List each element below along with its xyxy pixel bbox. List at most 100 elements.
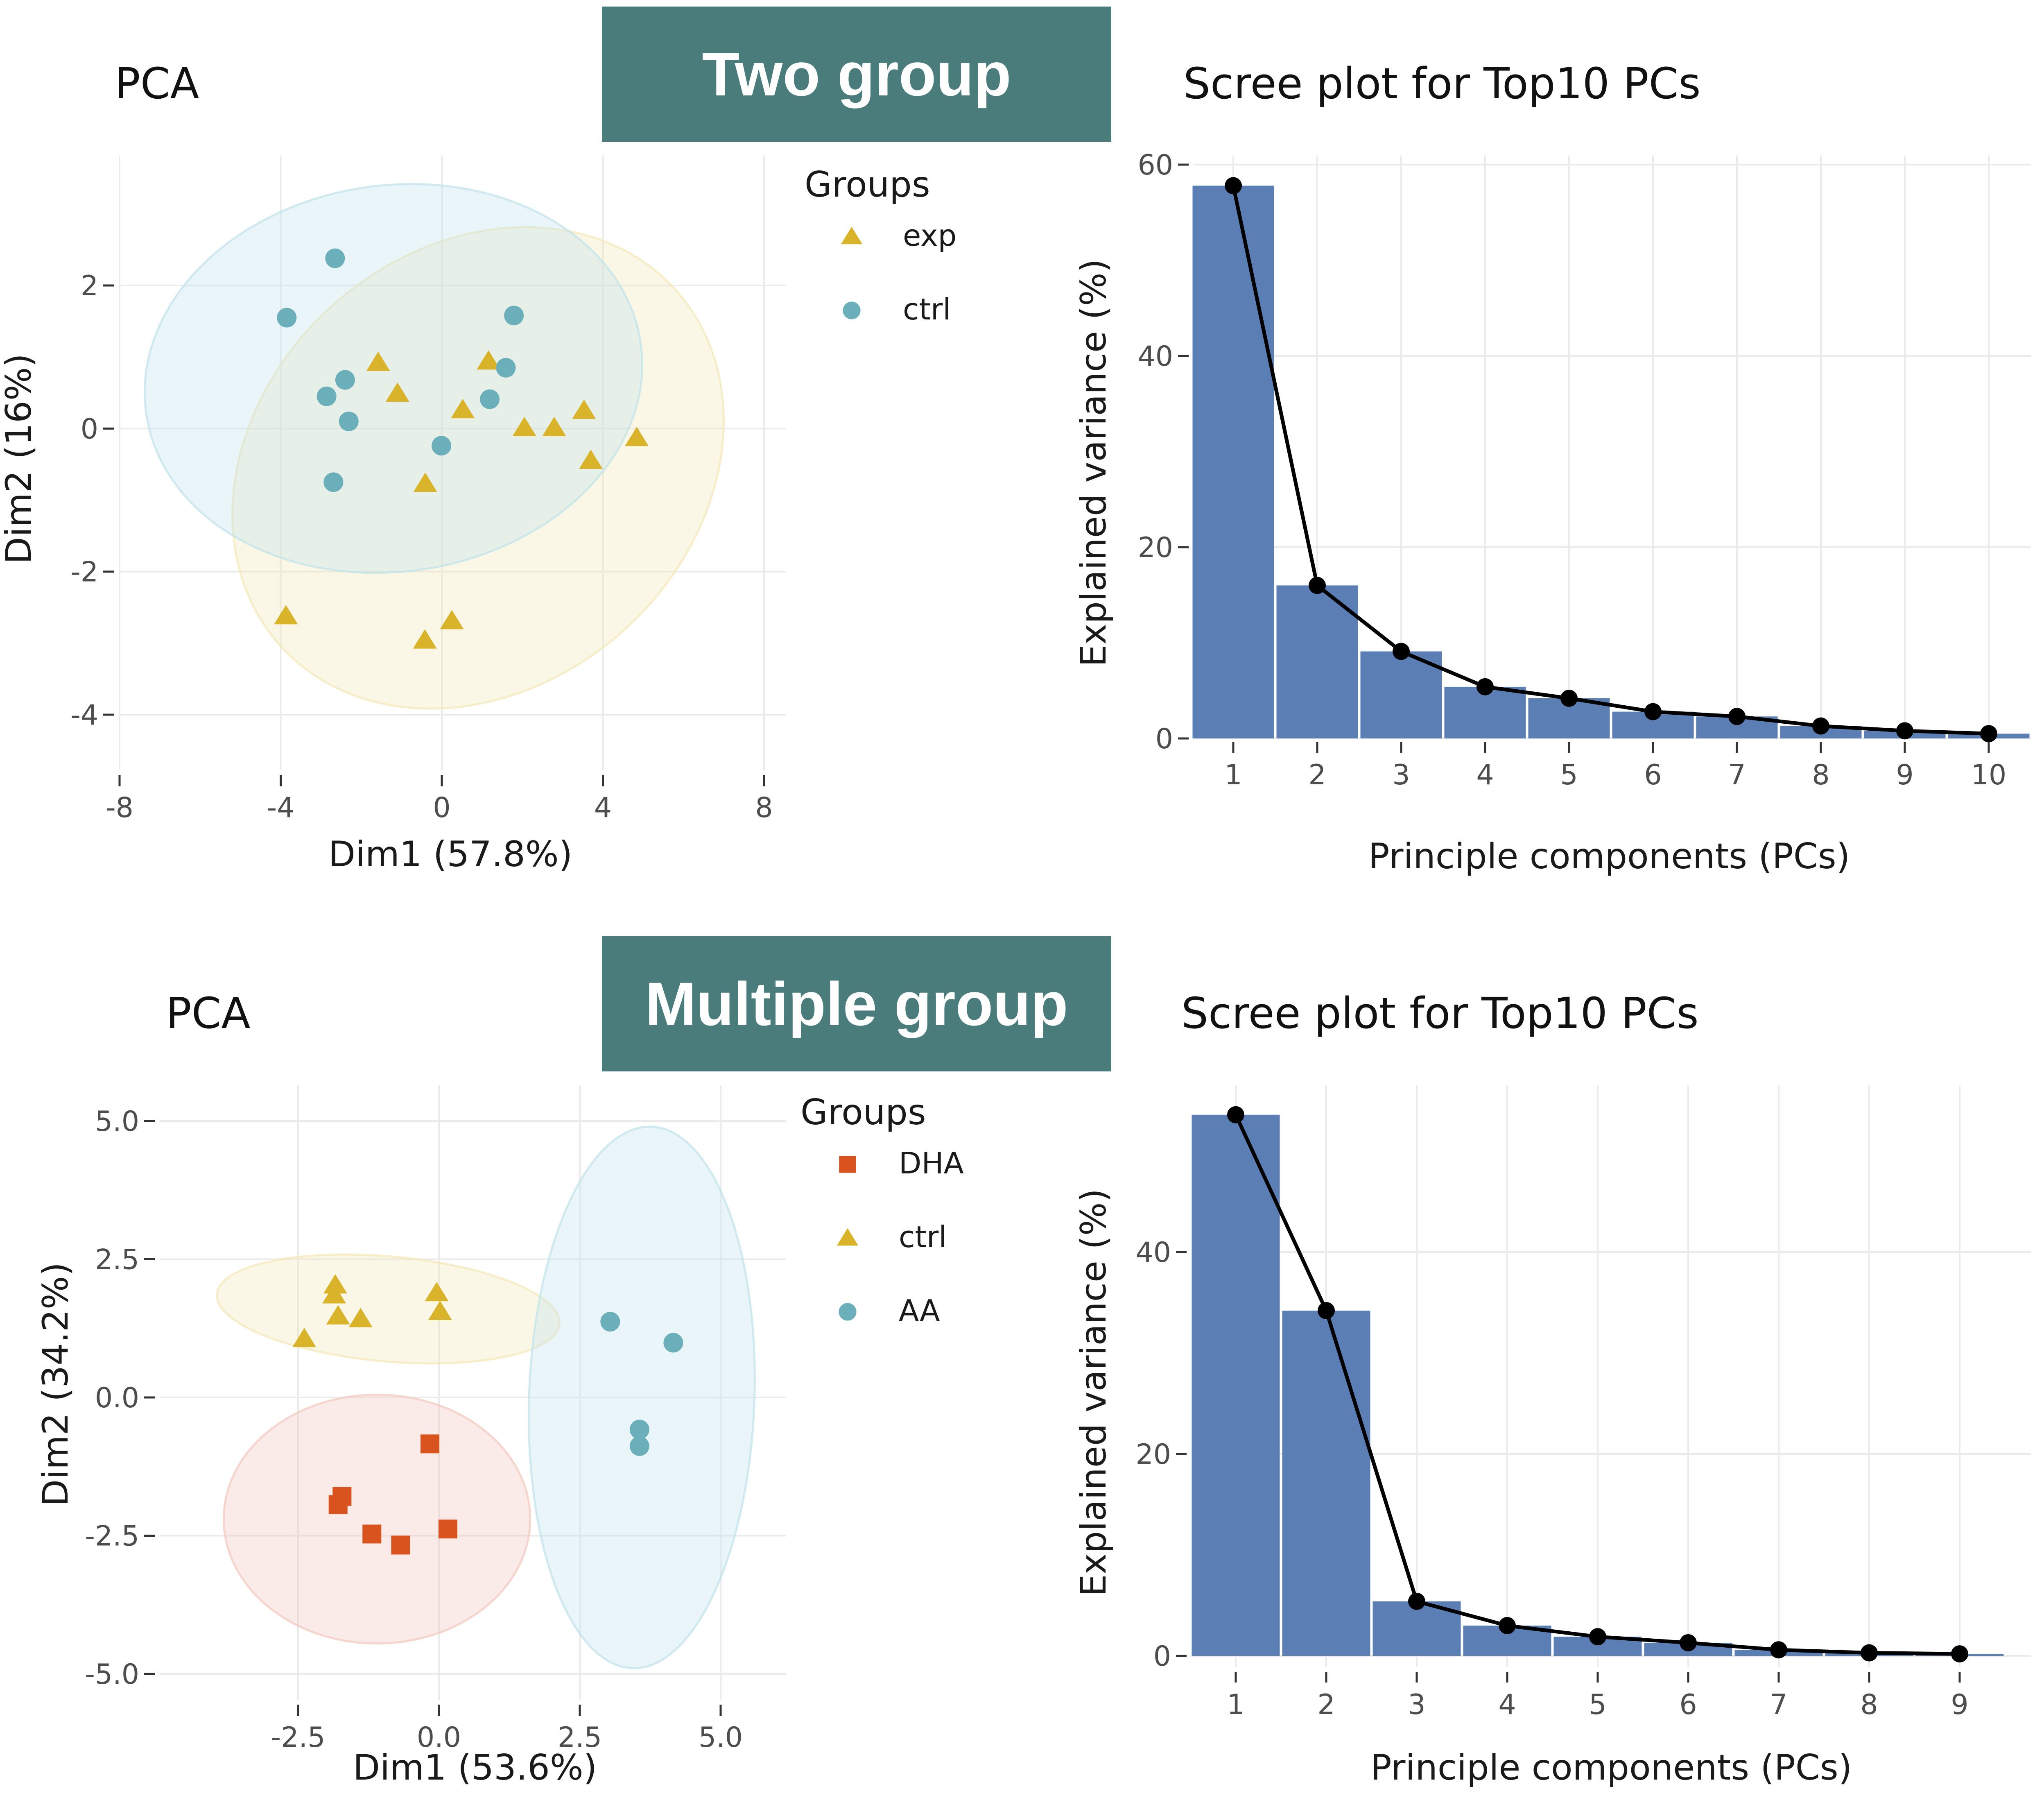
- legend-title: Groups: [800, 1092, 926, 1133]
- legend-label: ctrl: [903, 292, 951, 326]
- point-exp: [366, 351, 390, 371]
- y-tick-label: 5.0: [95, 1105, 139, 1138]
- y-tick-label: 0: [1153, 1640, 1171, 1673]
- x-axis-label: Dim1 (53.6%): [353, 1747, 597, 1788]
- line-point-pc9: [1951, 1645, 1968, 1663]
- scree-chart-1: Scree plot for Top10 PCs 0 20 40 60 1 2 3 4 5 6 7 8 9…: [1073, 59, 2031, 877]
- y-tick-label: 2: [81, 270, 98, 302]
- y-tick-label: 0: [81, 413, 98, 445]
- chart-title: Scree plot for Top10 PCs: [1181, 988, 1699, 1038]
- legend-item-DHA: DHA: [839, 1146, 964, 1180]
- y-tick-label: 0: [1155, 723, 1173, 755]
- variance-line: [1231, 185, 1989, 736]
- point-ctrl: [480, 389, 500, 409]
- point-exp: [413, 472, 437, 492]
- y-axis-label: Explained variance (%): [1073, 259, 1114, 667]
- y-axis-label: Explained variance (%): [1073, 1189, 1114, 1596]
- point-exp: [542, 417, 566, 436]
- legend-label: exp: [903, 218, 956, 253]
- y-tick-label: 40: [1135, 1236, 1171, 1269]
- banner-two-group: Two group: [602, 7, 1111, 142]
- legend-item-exp: exp: [841, 218, 956, 253]
- banner-multiple-group: Multiple group: [602, 936, 1111, 1071]
- line-point-pc6: [1644, 703, 1662, 720]
- point-ctrl: [322, 1284, 346, 1304]
- bar-pc4: [1444, 686, 1526, 738]
- y-tick-label: 2.5: [95, 1244, 139, 1276]
- point-ctrl: [496, 358, 516, 378]
- point-AA: [629, 1420, 649, 1440]
- x-tick-label: 3: [1408, 1689, 1425, 1721]
- confidence-ellipse-AA: [527, 1125, 756, 1669]
- line-point-pc3: [1393, 643, 1410, 660]
- line-point-pc8: [1861, 1644, 1878, 1662]
- x-tick-label: 8: [1812, 759, 1829, 791]
- line-point-pc1: [1225, 177, 1242, 195]
- x-tick-label: -4: [267, 792, 295, 824]
- legend-title: Groups: [805, 164, 930, 205]
- line-point-pc3: [1408, 1592, 1425, 1610]
- bar-pc1: [1192, 186, 1274, 738]
- x-tick-label: 1: [1224, 759, 1242, 791]
- line-point-pc1: [1227, 1106, 1244, 1123]
- x-axis-label: Dim1 (57.8%): [328, 834, 572, 875]
- x-tick-label: 5: [1560, 759, 1578, 791]
- x-tick-label: 6: [1679, 1689, 1697, 1721]
- chart-title: PCA: [115, 59, 199, 109]
- x-tick-label: 9: [1896, 759, 1913, 791]
- legend: Groups DHA ctrl AA: [800, 1092, 964, 1328]
- pca-chart-0: PCA -8 -4 0 4 8 2 0 -2 -4 Dim1 (57.8%) Dim2 (16%) Gr…: [0, 59, 956, 875]
- bar-pc2: [1282, 1310, 1370, 1656]
- line-point-pc5: [1589, 1628, 1606, 1646]
- legend-marker-DHA: [839, 1156, 856, 1173]
- point-ctrl: [326, 1305, 350, 1325]
- point-ctrl: [428, 1300, 452, 1320]
- x-tick-label: 0.0: [417, 1721, 461, 1754]
- x-tick-label: 8: [755, 792, 773, 824]
- point-DHA: [420, 1434, 439, 1454]
- x-tick-label: 9: [1951, 1689, 1968, 1721]
- point-ctrl: [323, 472, 344, 492]
- point-DHA: [328, 1495, 348, 1514]
- y-axis-label: Dim2 (16%): [0, 353, 39, 564]
- point-AA: [663, 1333, 683, 1353]
- scree-chart-3: Scree plot for Top10 PCs 0 20 40 1 2 3 4 5 6 7 8 9 Pr…: [1073, 988, 2031, 1788]
- confidence-ellipse-exp: [231, 226, 725, 710]
- point-exp: [274, 605, 298, 625]
- x-tick-label: -8: [106, 792, 133, 824]
- y-tick-label: 40: [1137, 340, 1173, 373]
- y-tick-label: 20: [1135, 1438, 1171, 1471]
- x-tick-label: 10: [1971, 759, 2007, 791]
- point-exp: [512, 417, 536, 436]
- point-exp: [625, 427, 649, 446]
- point-AA: [600, 1312, 620, 1332]
- y-tick-label: -2.5: [85, 1520, 139, 1553]
- x-tick-label: 5.0: [699, 1721, 743, 1754]
- point-exp: [440, 610, 464, 630]
- x-tick-label: 8: [1860, 1689, 1878, 1721]
- x-tick-label: 2.5: [558, 1721, 602, 1754]
- chart-title: PCA: [166, 988, 250, 1038]
- y-tick-label: 60: [1137, 149, 1173, 181]
- legend-item-ctrl: ctrl: [843, 292, 951, 326]
- y-axis-label: Dim2 (34.2%): [35, 1262, 76, 1506]
- point-DHA: [391, 1535, 410, 1555]
- line-point-pc8: [1812, 717, 1829, 735]
- legend: Groups exp ctrl: [805, 164, 956, 326]
- legend-marker-ctrl: [837, 1228, 859, 1246]
- pca-chart-2: PCA -2.5 0.0 2.5 5.0 5.0 2.5 0.0 -2.5 -5.0 Dim1 (5…: [35, 988, 964, 1788]
- line-point-pc6: [1680, 1634, 1697, 1651]
- point-exp: [413, 629, 437, 649]
- y-tick-label: -5.0: [85, 1658, 139, 1691]
- point-ctrl: [504, 306, 524, 326]
- point-ctrl: [277, 308, 297, 328]
- point-ctrl: [425, 1282, 449, 1302]
- legend-marker-ctrl: [843, 301, 861, 319]
- x-tick-label: 4: [594, 792, 612, 824]
- legend-item-AA: AA: [839, 1293, 940, 1328]
- x-tick-label: 1: [1227, 1689, 1244, 1721]
- x-tick-label: 2: [1308, 759, 1326, 791]
- y-tick-label: 20: [1137, 532, 1173, 564]
- x-tick-label: 6: [1644, 759, 1662, 791]
